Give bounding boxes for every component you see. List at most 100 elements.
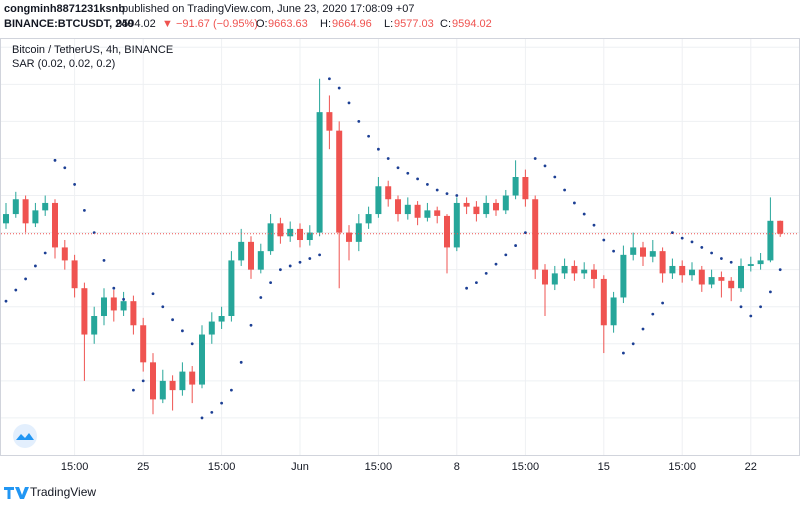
candle-body	[689, 269, 695, 276]
sar-dot	[367, 134, 370, 138]
candle-body	[600, 278, 607, 326]
sar-dot	[622, 351, 625, 355]
candle-body	[561, 265, 568, 274]
sar-dot	[426, 183, 429, 186]
candle-body	[267, 223, 274, 252]
x-tick-label: 15	[598, 461, 610, 473]
sar-dot	[514, 244, 517, 247]
sar-dot	[269, 281, 272, 285]
candle-body	[346, 232, 352, 242]
low-value: 9577.03	[394, 18, 434, 30]
sar-dot	[778, 268, 782, 272]
candle-body	[532, 199, 539, 270]
candle-body	[385, 186, 392, 200]
candle-body	[179, 371, 186, 391]
sar-dot	[4, 299, 8, 303]
candle-body	[747, 264, 754, 266]
candle-body	[189, 371, 196, 385]
candle-body	[22, 199, 29, 224]
candle-body	[757, 260, 764, 265]
sar-dot	[465, 286, 468, 290]
sar-dot	[83, 208, 86, 212]
legend-entry: SAR (0.02, 0.02, 0.2)	[12, 58, 115, 70]
sar-dot	[337, 86, 341, 90]
candle-body	[32, 210, 39, 224]
candle-body	[640, 247, 646, 257]
candle-body	[355, 223, 362, 242]
candle-body	[159, 380, 166, 400]
sar-dot	[357, 120, 361, 123]
candle-body	[463, 202, 470, 207]
sar-dot	[210, 410, 214, 414]
sar-dot	[759, 305, 762, 309]
sar-dot	[729, 260, 733, 264]
candle-body	[414, 204, 421, 218]
x-tick-label: 15:00	[61, 461, 89, 473]
sar-dot	[582, 212, 586, 216]
candle-body	[81, 288, 88, 335]
candle-body	[208, 321, 215, 335]
sar-dot	[43, 251, 47, 255]
candle-body	[218, 316, 225, 322]
candle-body	[326, 112, 333, 131]
candle-body	[620, 254, 627, 298]
candle-body	[91, 316, 98, 335]
candle-body	[228, 260, 235, 316]
candle-body	[659, 251, 666, 274]
candle-body	[130, 301, 137, 326]
candle-body	[150, 362, 156, 400]
change: ▼ −91.67 (−0.95%)	[162, 18, 258, 30]
sar-dot	[651, 312, 655, 316]
candle-body	[120, 301, 127, 311]
sar-dot	[563, 188, 566, 192]
legend-entry: Bitcoin / TetherUS, 4h, BINANCE	[12, 44, 173, 56]
sar-dot	[475, 281, 478, 285]
candle-body	[767, 220, 774, 261]
candle-body	[199, 334, 205, 385]
sar-dot	[386, 157, 390, 160]
x-tick-label: 22	[745, 461, 757, 473]
candle-body	[238, 241, 245, 261]
sar-dot	[553, 175, 557, 179]
sar-dot	[171, 318, 175, 322]
sar-dot	[641, 327, 645, 331]
sar-dot	[661, 301, 664, 305]
candle-body	[375, 186, 382, 215]
candle-body	[42, 202, 49, 211]
sar-dot	[602, 238, 606, 242]
candle-body	[434, 210, 441, 216]
candle-body	[738, 265, 744, 289]
logo-icon	[16, 433, 34, 440]
sar-dot	[484, 271, 488, 275]
candle-body	[306, 232, 313, 241]
x-tick-label: 15:00	[365, 461, 393, 473]
candle-body	[649, 251, 656, 257]
logo-badge	[13, 424, 37, 448]
candle-body	[551, 273, 558, 285]
sar-dot	[259, 296, 263, 299]
sar-dot	[24, 277, 27, 281]
author: congminh8871231ksnb	[4, 3, 125, 15]
candle-body	[483, 202, 490, 215]
x-tick-label: 15:00	[208, 461, 236, 473]
candle-body	[365, 214, 372, 224]
sar-dot	[328, 77, 331, 81]
candle-body	[140, 325, 147, 363]
sar-dot	[573, 201, 576, 205]
sar-dot	[141, 379, 145, 383]
low-label: L:	[384, 18, 393, 30]
close-label: C:	[440, 18, 451, 30]
sar-dot	[14, 288, 18, 292]
sar-dot	[377, 147, 380, 151]
candle-body	[404, 204, 411, 215]
candle-body	[424, 210, 431, 218]
sar-dot	[435, 188, 439, 192]
candle-body	[61, 247, 68, 261]
sar-dot	[494, 262, 498, 266]
close-value: 9594.02	[452, 18, 492, 30]
candle-body	[581, 269, 588, 274]
sar-dot	[122, 297, 125, 301]
brand: TradingView	[30, 485, 96, 499]
